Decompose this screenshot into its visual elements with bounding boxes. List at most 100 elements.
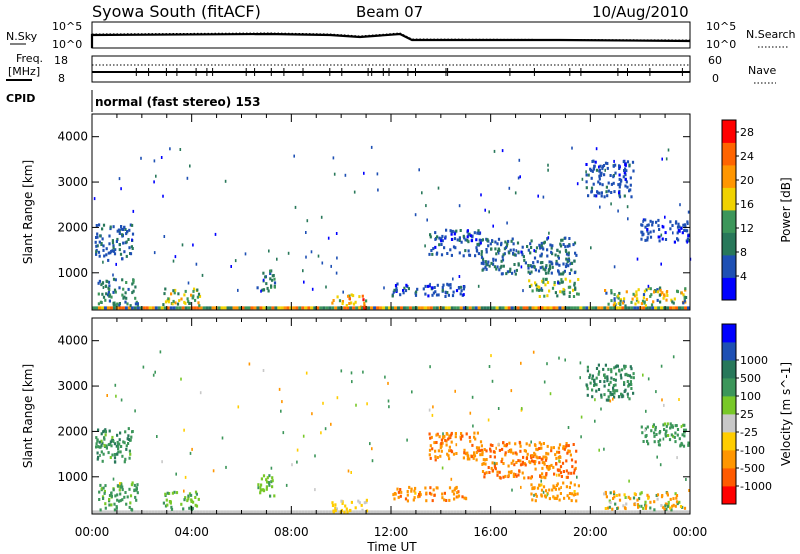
power-sparse-echo-cell: [303, 280, 305, 284]
power-echo-cell: [541, 265, 544, 269]
velocity-sparse-echo-cell: [598, 448, 600, 452]
power-echo-cell: [649, 230, 652, 234]
velocity-ground-scatter-cell: [355, 510, 359, 514]
velocity-echo-cell: [495, 462, 498, 466]
velocity-sparse-echo-cell: [555, 473, 558, 477]
power-sparse-echo-cell: [488, 210, 490, 214]
velocity-sparse-echo-cell: [388, 405, 390, 409]
velocity-echo-cell: [450, 440, 453, 444]
power-ground-scatter-cell: [157, 306, 161, 310]
velocity-colorbar-tick-label: 1000: [740, 354, 768, 367]
velocity-echo-cell: [539, 474, 542, 478]
power-sparse-echo-cell: [581, 177, 584, 181]
velocity-echo-cell: [603, 393, 606, 397]
velocity-echo-cell: [593, 379, 596, 383]
velocity-echo-cell: [671, 425, 674, 429]
power-sparse-echo-cell: [262, 278, 265, 282]
velocity-echo-cell: [609, 380, 612, 384]
power-echo-cell: [538, 295, 541, 298]
velocity-sparse-echo-cell: [579, 376, 581, 380]
time-tick-label: 20:00: [573, 525, 608, 539]
velocity-ground-scatter-cell: [166, 510, 170, 514]
power-echo-cell: [607, 189, 610, 193]
power-echo-cell: [509, 267, 512, 271]
velocity-ground-scatter-cell: [262, 510, 266, 514]
power-echo-cell: [363, 306, 366, 310]
velocity-echo-cell: [98, 440, 101, 444]
power-sparse-echo-cell: [613, 159, 615, 163]
velocity-ground-scatter-cell: [591, 510, 595, 514]
velocity-echo-cell: [612, 384, 615, 387]
power-ground-scatter-cell: [103, 306, 107, 310]
velocity-echo-cell: [481, 451, 484, 455]
velocity-echo-cell: [554, 487, 557, 491]
power-sparse-echo-cell: [598, 165, 600, 169]
velocity-echo-cell: [552, 495, 555, 499]
power-echo-cell: [619, 182, 622, 186]
velocity-ground-scatter-cell: [112, 510, 116, 514]
power-ground-scatter-cell: [202, 306, 206, 310]
power-echo-cell: [430, 249, 433, 252]
velocity-sparse-echo-cell: [442, 432, 444, 436]
velocity-echo-cell: [525, 457, 528, 460]
power-echo-cell: [266, 286, 269, 290]
power-echo-cell: [600, 194, 603, 198]
velocity-colorbar-tick-label: 25: [740, 408, 754, 421]
power-ground-scatter-cell: [229, 306, 233, 310]
power-echo-cell: [415, 290, 418, 294]
power-sparse-echo-cell: [617, 209, 619, 213]
time-tick-label: 08:00: [274, 525, 309, 539]
power-echo-cell: [111, 249, 114, 253]
power-echo-cell: [136, 302, 139, 306]
velocity-echo-cell: [130, 483, 133, 487]
velocity-echo-cell: [534, 453, 537, 457]
power-echo-cell: [647, 286, 650, 290]
power-echo-cell: [264, 275, 267, 279]
power-ground-scatter-cell: [109, 306, 113, 310]
velocity-echo-cell: [687, 443, 690, 447]
noise-panel: N.Sky 10^5 10^0 10^5 10^0 N.Search: [6, 20, 796, 51]
power-ground-scatter-cell: [480, 306, 484, 310]
power-echo-cell: [438, 236, 441, 240]
power-echo-cell: [619, 303, 622, 306]
power-ground-scatter-cell: [391, 306, 394, 310]
power-echo-cell: [623, 194, 626, 198]
power-echo-cell: [354, 300, 357, 304]
velocity-echo-cell: [555, 456, 558, 460]
velocity-echo-cell: [608, 499, 611, 503]
velocity-echo-cell: [479, 453, 482, 457]
velocity-echo-cell: [394, 492, 397, 496]
velocity-echo-cell: [555, 497, 558, 500]
velocity-sparse-echo-cell: [281, 400, 283, 404]
power-echo-cell: [527, 266, 530, 270]
power-ground-scatter-cell: [298, 306, 302, 310]
power-echo-cell: [564, 245, 567, 249]
velocity-sparse-echo-cell: [491, 379, 494, 383]
power-echo-cell: [107, 280, 111, 284]
power-echo-cell: [624, 177, 627, 181]
power-echo-cell: [436, 235, 439, 239]
velocity-echo-cell: [492, 450, 495, 454]
power-echo-cell: [555, 262, 558, 266]
velocity-echo-cell: [175, 491, 179, 495]
velocity-ground-scatter-cell: [585, 510, 589, 514]
velocity-echo-cell: [343, 510, 346, 514]
power-colorbar-tick-label: 20: [740, 174, 754, 187]
power-echo-cell: [547, 271, 550, 275]
velocity-echo-cell: [121, 485, 124, 489]
velocity-sparse-echo-cell: [432, 405, 434, 409]
power-echo-cell: [129, 223, 132, 227]
velocity-echo-cell: [652, 425, 655, 429]
velocity-echo-cell: [666, 491, 669, 495]
velocity-ground-scatter-cell: [154, 510, 158, 514]
power-echo-cell: [167, 297, 170, 301]
power-echo-cell: [432, 247, 435, 251]
velocity-sparse-echo-cell: [490, 354, 492, 358]
power-echo-cell: [462, 293, 465, 297]
power-ground-scatter-cell: [124, 306, 128, 310]
velocity-echo-cell: [430, 435, 433, 439]
velocity-echo-cell: [645, 504, 648, 508]
power-echo-cell: [535, 246, 539, 250]
